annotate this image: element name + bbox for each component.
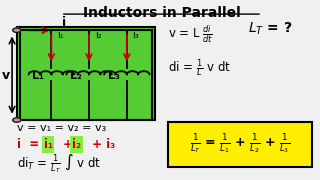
Text: v = L $\frac{di}{dt}$: v = L $\frac{di}{dt}$ xyxy=(168,23,213,45)
Text: $L_T$ = ?: $L_T$ = ? xyxy=(248,21,292,37)
Text: $\frac{1}{L_T}$ = $\frac{1}{L_1}$ + $\frac{1}{L_2}$ + $\frac{1}{L_3}$: $\frac{1}{L_T}$ = $\frac{1}{L_1}$ + $\fr… xyxy=(190,133,290,156)
Text: v = v₁ = v₂ = v₃: v = v₁ = v₂ = v₃ xyxy=(17,123,106,133)
Text: L₂: L₂ xyxy=(70,71,82,81)
Text: Inductors in Parallel: Inductors in Parallel xyxy=(83,6,240,21)
Text: i₁: i₁ xyxy=(44,138,52,151)
Text: +: + xyxy=(59,138,77,151)
FancyBboxPatch shape xyxy=(168,122,312,167)
Text: i₂: i₂ xyxy=(72,138,81,151)
Circle shape xyxy=(13,28,21,32)
Text: i  =: i = xyxy=(17,138,43,151)
Text: + i₃: + i₃ xyxy=(88,138,115,151)
Circle shape xyxy=(13,118,21,122)
Text: i₂: i₂ xyxy=(95,30,101,40)
Text: i₁: i₁ xyxy=(57,30,64,40)
Text: di$_T$ = $\frac{1}{L_T}$ $\int$ v dt: di$_T$ = $\frac{1}{L_T}$ $\int$ v dt xyxy=(17,152,101,175)
FancyBboxPatch shape xyxy=(17,27,155,120)
Text: i: i xyxy=(62,15,67,28)
Text: L₁: L₁ xyxy=(32,71,44,81)
Text: i₃: i₃ xyxy=(132,30,139,40)
Text: v: v xyxy=(2,69,10,82)
Text: L₃: L₃ xyxy=(108,71,120,81)
Text: di = $\frac{1}{L}$ v dt: di = $\frac{1}{L}$ v dt xyxy=(168,57,231,79)
